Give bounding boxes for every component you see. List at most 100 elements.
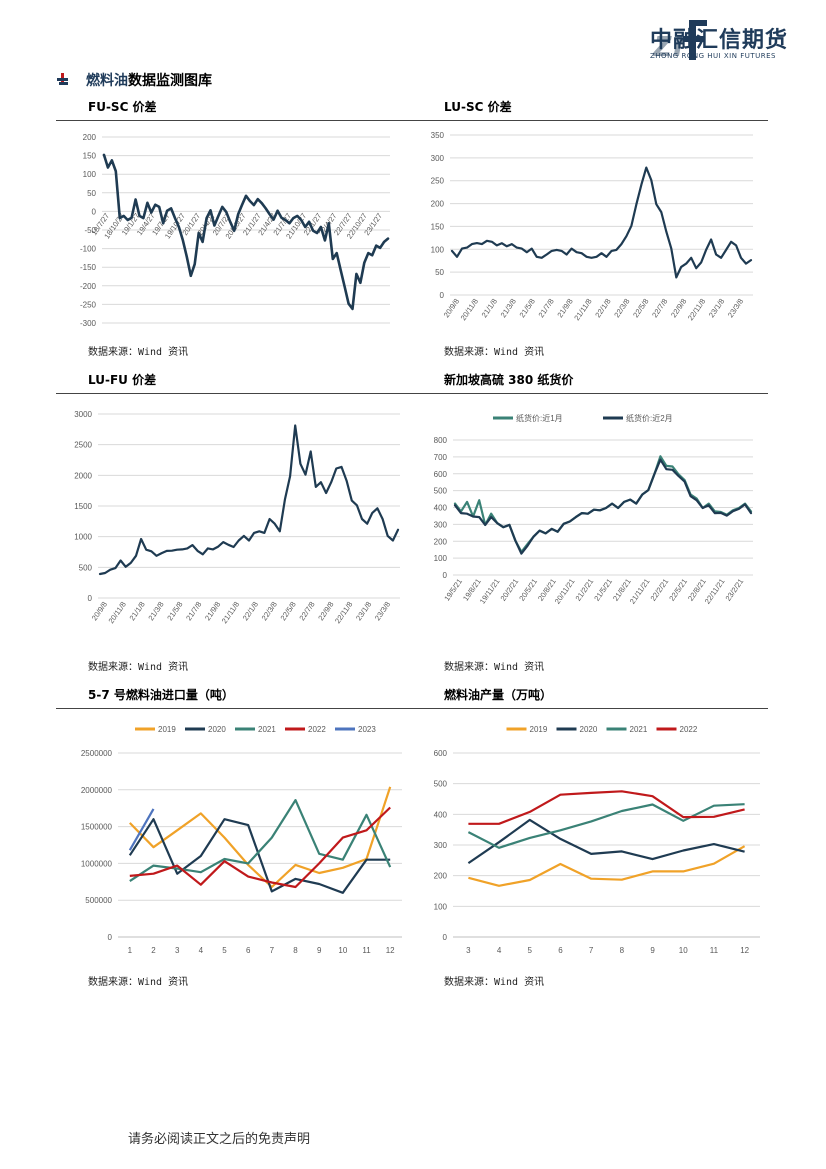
y-tick-label: -50 [84, 226, 96, 235]
series-line [98, 424, 400, 576]
source-label: 数据来源：Wind 资讯 [444, 347, 545, 358]
chart-title-output: 燃料油产量（万吨） [444, 688, 553, 702]
x-tick-label: 20/11/8 [107, 600, 128, 625]
x-tick-label: 22/5/21 [667, 577, 689, 603]
y-tick-label: 0 [443, 933, 448, 942]
x-tick-label: 22/11/8 [333, 600, 354, 625]
chart-title-lu-sc: LU-SC 价差 [444, 100, 512, 114]
x-tick-label: 8 [293, 946, 298, 955]
chart-fu-sc: 200150100500-50-100-150-200-250-30018/7/… [80, 133, 390, 328]
y-tick-label: 50 [435, 268, 444, 277]
x-tick-label: 23/2/21 [724, 577, 746, 603]
source-label: 数据来源：Wind 资讯 [88, 977, 189, 988]
y-tick-label: 100 [434, 554, 448, 563]
section-title: 燃料油数据监测图库 [86, 70, 212, 90]
x-tick-label: 21/11/8 [220, 600, 241, 625]
x-tick-label: 23/3/8 [726, 297, 745, 319]
x-tick-label: 3 [175, 946, 180, 955]
series-line-2020 [128, 818, 391, 894]
y-tick-label: 500 [434, 487, 448, 496]
source-label: 数据来源：Wind 资讯 [88, 347, 189, 358]
x-tick-label: 1 [128, 946, 133, 955]
x-tick-label: 21/5/21 [592, 577, 614, 603]
series-line-2019 [468, 845, 746, 887]
y-tick-label: 0 [443, 571, 448, 580]
x-tick-label: 5 [528, 946, 533, 955]
y-tick-label: 150 [431, 222, 445, 231]
x-tick-label: 22/1/8 [241, 600, 260, 622]
legend-label: 2021 [630, 725, 648, 734]
y-tick-label: 100 [431, 245, 445, 254]
x-tick-label: 7 [589, 946, 594, 955]
x-tick-label: 22/5/8 [278, 600, 297, 622]
legend-label: 2020 [208, 725, 226, 734]
series-line-2020 [467, 818, 745, 865]
x-tick-label: 22/1/8 [593, 297, 612, 319]
legend-label: 纸货价:近1月 [516, 413, 563, 423]
y-tick-label: 50 [87, 189, 96, 198]
section-title-rest: 数据监测图库 [128, 73, 212, 89]
x-tick-label: 6 [558, 946, 563, 955]
x-tick-label: 20/5/21 [517, 577, 539, 603]
x-tick-label: 6 [246, 946, 251, 955]
chart-lu-sc: 350 300 250 200 150 100 50 020/9/820/11/8 21/1/8… [431, 131, 753, 322]
legend-label: 2023 [358, 725, 376, 734]
legend-label: 2021 [258, 725, 276, 734]
y-tick-label: 1500 [74, 502, 92, 511]
x-tick-label: 8 [620, 946, 625, 955]
legend-label: 纸货价:近2月 [626, 413, 673, 423]
footer-disclaimer: 请务必阅读正文之后的免责声明 [128, 1132, 311, 1147]
y-tick-label: -200 [80, 282, 97, 291]
series-line-纸货价:近2月 [453, 458, 753, 555]
y-tick-label: 0 [108, 933, 113, 942]
y-tick-label: 300 [434, 841, 448, 850]
chart-title-imports: 5-7 号燃料油进口量（吨） [88, 688, 234, 702]
chart-title-lu-fu: LU-FU 价差 [88, 373, 157, 387]
series-line [102, 153, 390, 311]
x-tick-label: 9 [650, 946, 655, 955]
legend-label: 2019 [158, 725, 176, 734]
series-line-纸货价:近1月 [453, 455, 753, 553]
y-tick-label: 0 [88, 594, 93, 603]
x-tick-label: 2 [151, 946, 156, 955]
x-tick-label: 21/11/8 [572, 297, 593, 322]
x-tick-label: 21/5/8 [518, 297, 537, 319]
x-tick-label: 21/1/8 [480, 297, 499, 319]
y-tick-label: 300 [431, 154, 445, 163]
svg-text:z: z [652, 23, 672, 62]
y-tick-label: 2000000 [81, 786, 113, 795]
x-tick-label: 21/2/21 [574, 577, 596, 603]
y-tick-label: 1500000 [81, 823, 113, 832]
y-tick-label: 500000 [85, 896, 112, 905]
company-logo-mark: z r [652, 20, 707, 62]
x-tick-label: 21/5/8 [165, 600, 184, 622]
y-tick-label: 400 [434, 504, 448, 513]
company-name-cn: 中融汇信期货 [650, 28, 789, 53]
x-tick-label: 19/5/21 [442, 577, 464, 603]
x-tick-label: 11 [710, 946, 719, 955]
source-label: 数据来源：Wind 资讯 [444, 662, 545, 673]
y-tick-label: 500 [434, 780, 448, 789]
x-tick-label: 11 [362, 946, 371, 955]
x-tick-label: 20/11/8 [459, 297, 480, 322]
y-tick-label: 350 [431, 131, 445, 140]
source-label: 数据来源：Wind 资讯 [444, 977, 545, 988]
y-tick-label: 0 [92, 207, 97, 216]
series-line-2022 [129, 806, 391, 889]
divider [56, 708, 768, 709]
y-tick-label: -300 [80, 319, 97, 328]
x-tick-label: 22/3/8 [260, 600, 279, 622]
x-tick-label: 21/7/8 [536, 297, 555, 319]
series-line-2023 [128, 808, 155, 851]
y-tick-label: 200 [83, 133, 97, 142]
x-tick-label: 21/9/8 [555, 297, 574, 319]
y-tick-label: 600 [434, 470, 448, 479]
chart-output: 600 500 400 300 200 100 0 2019 2020 2021 2022 3 4 5 6 7… [434, 725, 760, 955]
x-tick-label: 21/3/8 [499, 297, 518, 319]
y-tick-label: 100 [434, 902, 448, 911]
svg-text:r: r [673, 23, 690, 62]
x-tick-label: 4 [497, 946, 502, 955]
y-tick-label: 2500 [74, 441, 92, 450]
y-tick-label: 500 [79, 563, 93, 572]
y-tick-label: -100 [80, 245, 97, 254]
